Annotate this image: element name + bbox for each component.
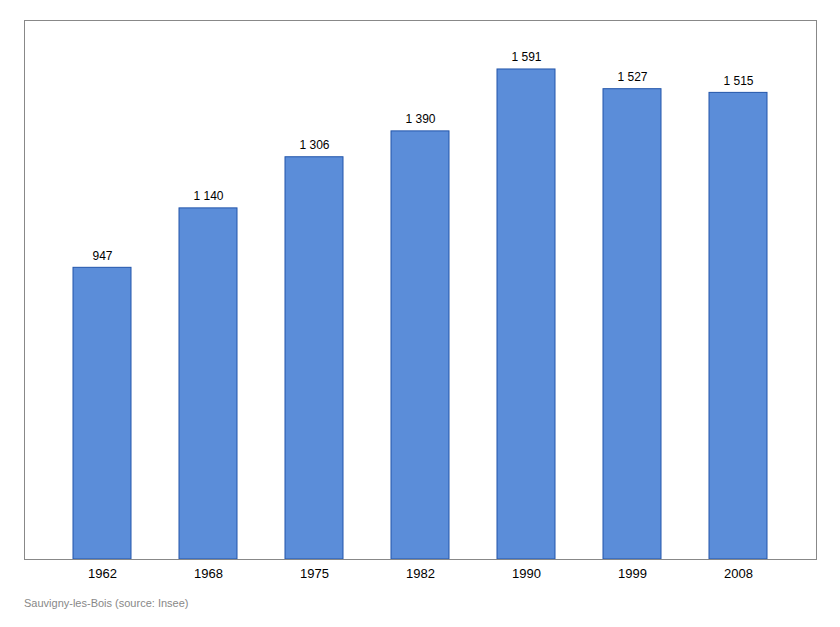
svg-text:1999: 1999 — [618, 566, 647, 581]
svg-text:1 140: 1 140 — [193, 189, 223, 203]
svg-text:1 591: 1 591 — [511, 50, 541, 64]
svg-text:1 390: 1 390 — [405, 112, 435, 126]
svg-text:1982: 1982 — [406, 566, 435, 581]
svg-text:947: 947 — [92, 249, 112, 263]
svg-text:1 306: 1 306 — [299, 138, 329, 152]
svg-text:1968: 1968 — [194, 566, 223, 581]
svg-text:1962: 1962 — [88, 566, 117, 581]
svg-text:1975: 1975 — [300, 566, 329, 581]
svg-text:1 515: 1 515 — [723, 74, 753, 88]
svg-text:1 527: 1 527 — [617, 70, 647, 84]
html-text:Sauvigny-les-Bois (source: Ins: Sauvigny-les-Bois (source: Insee) — [24, 597, 189, 609]
svg-text:2008: 2008 — [724, 566, 753, 581]
svg-text:1990: 1990 — [512, 566, 541, 581]
